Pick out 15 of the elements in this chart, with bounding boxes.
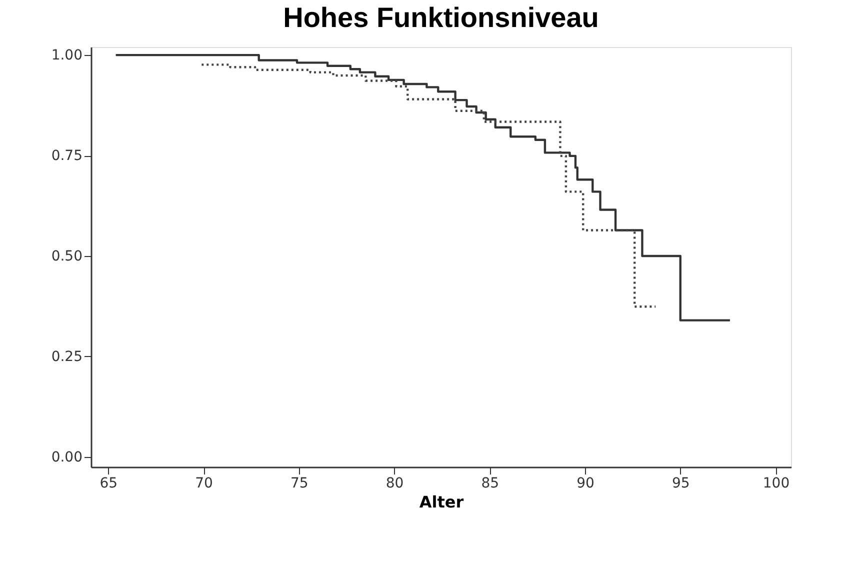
x-tick-label: 70	[195, 476, 213, 492]
y-tick-label: 1.00	[51, 48, 82, 64]
x-tick-label: 80	[386, 476, 404, 492]
y-tick-label: 0.00	[51, 449, 82, 466]
x-tick-label: 90	[576, 476, 594, 492]
y-tick-label: 0.50	[51, 248, 82, 264]
x-tick-label: 95	[672, 476, 690, 492]
chart-title: Hohes Funktionsniveau	[283, 2, 599, 33]
x-tick-label: 85	[481, 476, 500, 492]
y-tick-label: 0.75	[51, 148, 82, 164]
x-tick-label: 75	[290, 476, 308, 492]
y-tick-label: 0.25	[51, 348, 82, 365]
x-tick-label: 65	[100, 476, 118, 492]
x-tick-label: 100	[762, 476, 790, 492]
x-axis-title: Alter	[419, 492, 464, 512]
